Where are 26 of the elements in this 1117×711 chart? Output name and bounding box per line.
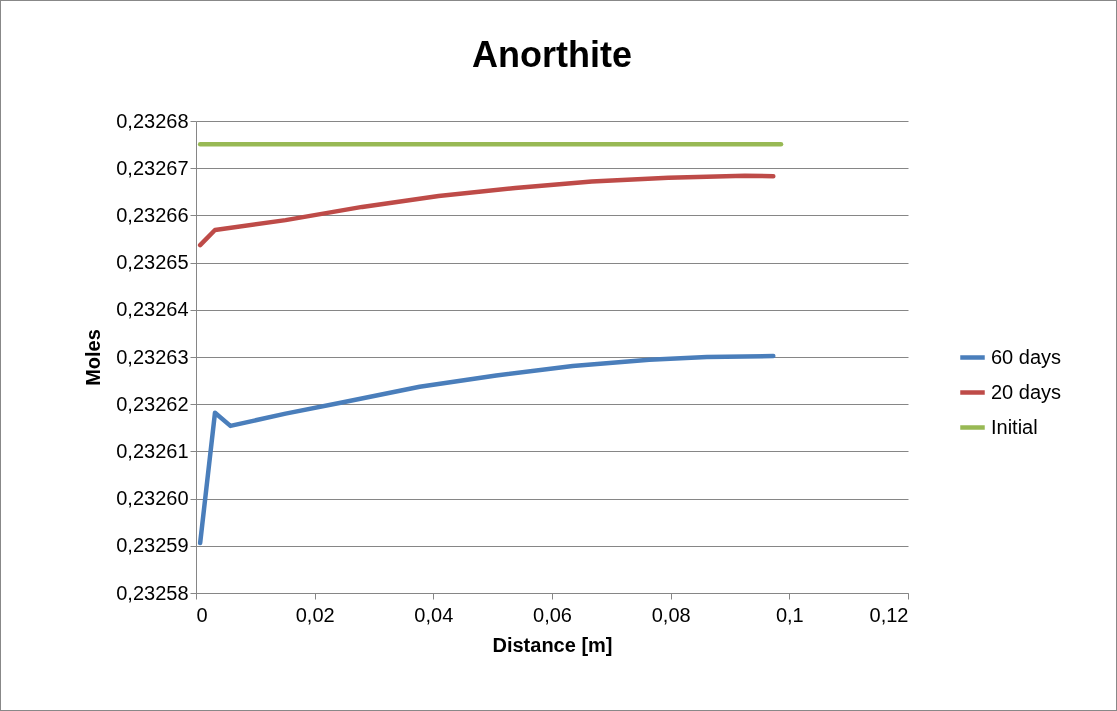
y-tick-label: 0,23268 <box>116 109 189 132</box>
y-tick-label: 0,23263 <box>116 345 189 368</box>
y-tick-label: 0,23259 <box>116 534 189 557</box>
y-tick-label: 0,23258 <box>116 581 189 604</box>
x-tick-label: 0,02 <box>295 603 335 626</box>
y-tick-label: 0,23266 <box>116 203 189 226</box>
x-axis-title: Distance [m] <box>492 633 613 656</box>
y-tick-label: 0,23262 <box>116 392 189 415</box>
line-series <box>197 353 776 546</box>
y-tick-label: 0,23264 <box>116 298 189 321</box>
x-tick-label: 0,08 <box>651 603 691 626</box>
y-tick-label: 0,23265 <box>116 251 189 274</box>
legend-label: 20 days <box>991 380 1062 403</box>
chart-title: Anorthite <box>472 34 632 75</box>
y-tick-label: 0,23261 <box>116 439 189 462</box>
x-tick-label: 0,04 <box>414 603 454 626</box>
x-tick-label: 0,1 <box>775 603 804 626</box>
line-series <box>197 173 776 248</box>
x-tick-label: 0,12 <box>869 603 909 626</box>
y-axis-title: Moles <box>82 329 105 386</box>
x-tick-label: 0,06 <box>533 603 572 626</box>
y-tick-label: 0,23267 <box>116 156 189 179</box>
x-tick-label: 0 <box>196 603 208 626</box>
legend-label: Initial <box>991 415 1038 438</box>
y-tick-label: 0,23260 <box>116 487 189 510</box>
legend-label: 60 days <box>991 345 1062 368</box>
